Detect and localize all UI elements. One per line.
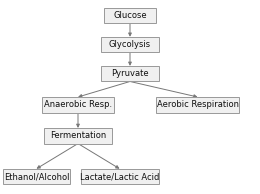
Text: Anaerobic Resp.: Anaerobic Resp. [44,100,112,109]
Text: Ethanol/Alcohol: Ethanol/Alcohol [4,172,69,181]
Text: Lactate/Lactic Acid: Lactate/Lactic Acid [80,172,159,181]
Text: Aerobic Respiration: Aerobic Respiration [157,100,239,109]
FancyBboxPatch shape [42,97,114,113]
Text: Glucose: Glucose [113,11,147,20]
Text: Glycolysis: Glycolysis [109,40,151,49]
FancyBboxPatch shape [156,97,239,113]
FancyBboxPatch shape [101,37,159,52]
FancyBboxPatch shape [44,128,112,144]
Text: Fermentation: Fermentation [50,131,106,140]
FancyBboxPatch shape [3,169,70,184]
FancyBboxPatch shape [81,169,159,184]
FancyBboxPatch shape [104,8,156,23]
Text: Pyruvate: Pyruvate [111,69,149,78]
FancyBboxPatch shape [101,66,159,81]
